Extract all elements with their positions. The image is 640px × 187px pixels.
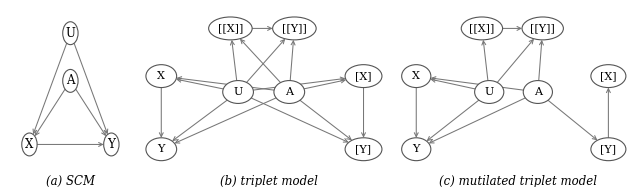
Ellipse shape [522,17,563,40]
Text: [[X]]: [[X]] [469,23,495,33]
Ellipse shape [22,133,37,156]
Ellipse shape [274,81,305,103]
Text: U: U [484,87,494,97]
Ellipse shape [345,138,382,161]
Text: [Y]: [Y] [600,144,616,154]
Text: A: A [66,74,75,87]
Text: (a) SCM: (a) SCM [46,175,95,187]
Text: X: X [25,138,34,151]
Text: Y: Y [108,138,115,151]
Text: U: U [65,27,76,40]
Ellipse shape [63,22,78,45]
Ellipse shape [104,133,119,156]
Text: X: X [157,71,165,81]
Ellipse shape [345,65,382,88]
Ellipse shape [63,69,78,92]
Ellipse shape [461,17,502,40]
Ellipse shape [402,65,431,88]
Text: [X]: [X] [600,71,617,81]
Text: [[X]]: [[X]] [218,23,243,33]
Ellipse shape [524,81,552,103]
Text: Y: Y [413,144,420,154]
Ellipse shape [273,17,316,40]
Text: A: A [534,87,542,97]
Text: A: A [285,87,293,97]
Text: [[Y]]: [[Y]] [531,23,555,33]
Text: [X]: [X] [355,71,372,81]
Text: [[Y]]: [[Y]] [282,23,307,33]
Text: [Y]: [Y] [355,144,372,154]
Ellipse shape [402,138,431,161]
Ellipse shape [146,138,177,161]
Text: Y: Y [157,144,165,154]
Ellipse shape [223,81,253,103]
Ellipse shape [209,17,252,40]
Text: (c) mutilated triplet model: (c) mutilated triplet model [440,175,597,187]
Text: X: X [412,71,420,81]
Ellipse shape [591,138,626,161]
Text: U: U [234,87,243,97]
Ellipse shape [475,81,504,103]
Ellipse shape [146,65,177,88]
Text: (b) triplet model: (b) triplet model [220,175,317,187]
Ellipse shape [591,65,626,88]
